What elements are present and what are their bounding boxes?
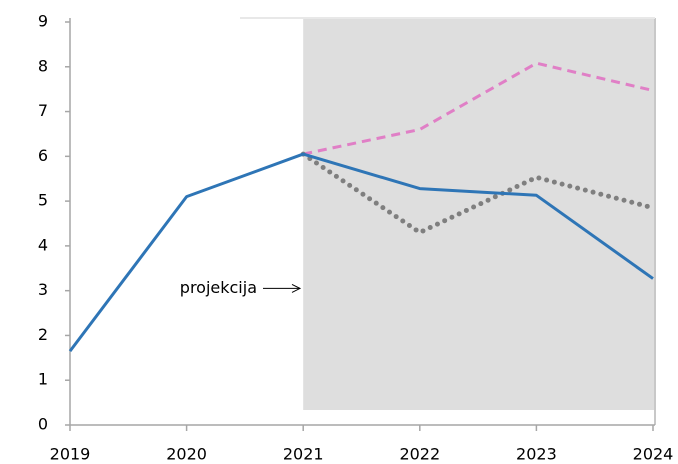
y-tick-label: 1: [38, 370, 48, 389]
y-tick-label: 8: [38, 56, 48, 75]
y-tick-label: 6: [38, 146, 48, 165]
y-tick-label: 5: [38, 191, 48, 210]
series-line: [300, 151, 656, 235]
y-tick-label: 2: [38, 325, 48, 344]
x-tick-label: 2024: [633, 445, 674, 464]
annotation: projekcija: [180, 278, 257, 297]
series-line: [302, 61, 654, 156]
x-tick-label: 2023: [516, 445, 557, 464]
annotation-arrowhead: [291, 283, 302, 293]
y-tick-label: 7: [38, 101, 48, 120]
x-tick-label: 2019: [50, 445, 91, 464]
series-line: [68, 152, 654, 353]
y-tick-label: 0: [38, 415, 48, 434]
x-tick-label: 2021: [283, 445, 324, 464]
projection-shade: [303, 18, 655, 410]
y-tick-label: 4: [38, 235, 48, 254]
y-tick-label: 9: [38, 12, 48, 31]
x-tick-label: 2022: [399, 445, 440, 464]
y-tick-label: 3: [38, 280, 48, 299]
x-tick-label: 2020: [166, 445, 207, 464]
